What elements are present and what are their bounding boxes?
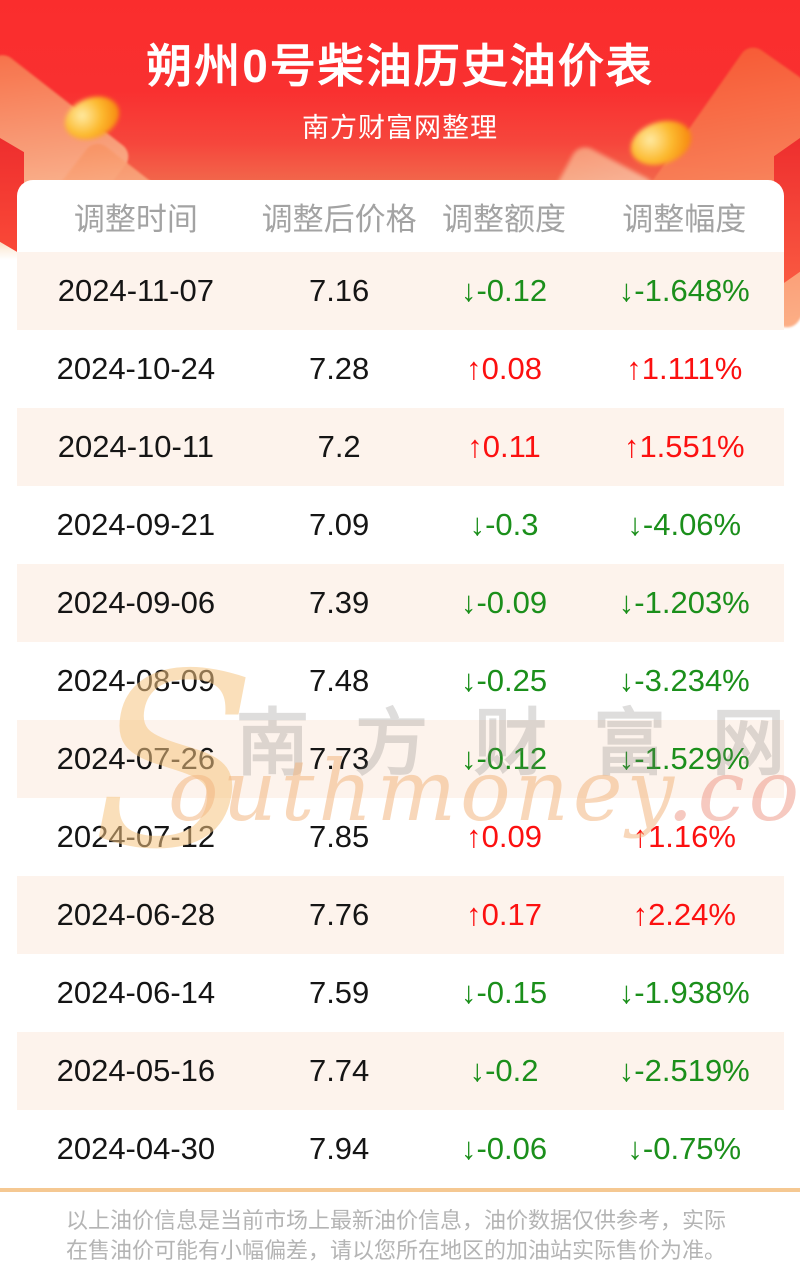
price-cell: 7.59 <box>308 975 370 1010</box>
percent-cell: ↑1.111% <box>626 351 743 386</box>
price-cell: 7.2 <box>317 429 361 464</box>
page-title: 朔州0号柴油历史油价表 <box>146 40 654 92</box>
change-cell: ↓-0.3 <box>469 507 539 542</box>
table-row: 2024-10-11 7.2 ↑0.11 ↑1.551% <box>17 408 784 486</box>
table-header-row: 调整时间 调整后价格 调整额度 调整幅度 <box>17 180 784 252</box>
percent-cell: ↓-1.648% <box>618 273 750 308</box>
date-cell: 2024-07-12 <box>56 819 216 854</box>
change-cell: ↓-0.2 <box>469 1053 539 1088</box>
price-table-card: 调整时间 调整后价格 调整额度 调整幅度 2024-11-07 7.16 ↓-0… <box>17 180 784 1188</box>
table-row: 2024-11-07 7.16 ↓-0.12 ↓-1.648% <box>17 252 784 330</box>
change-cell: ↑0.17 <box>466 897 542 932</box>
change-cell: ↑0.09 <box>466 819 542 854</box>
percent-cell: ↓-1.529% <box>618 741 750 776</box>
table-row: 2024-08-09 7.48 ↓-0.25 ↓-3.234% <box>17 642 784 720</box>
column-header-date: 调整时间 <box>73 201 198 237</box>
column-header-change: 调整额度 <box>442 201 567 237</box>
percent-cell: ↓-4.06% <box>627 507 742 542</box>
price-cell: 7.39 <box>308 585 370 620</box>
table-row: 2024-07-26 7.73 ↓-0.12 ↓-1.529% <box>17 720 784 798</box>
percent-cell: ↓-0.75% <box>627 1131 742 1166</box>
table-row: 2024-09-06 7.39 ↓-0.09 ↓-1.203% <box>17 564 784 642</box>
disclaimer-line-2: 在售油价可能有小幅偏差，请以您所在地区的加油站实际售价为准。 <box>66 1238 727 1263</box>
date-cell: 2024-06-14 <box>56 975 216 1010</box>
date-cell: 2024-07-26 <box>56 741 216 776</box>
price-cell: 7.94 <box>308 1131 370 1166</box>
date-cell: 2024-08-09 <box>56 663 216 698</box>
table-row: 2024-06-28 7.76 ↑0.17 ↑2.24% <box>17 876 784 954</box>
price-cell: 7.74 <box>308 1053 370 1088</box>
date-cell: 2024-06-28 <box>56 897 216 932</box>
percent-cell: ↓-2.519% <box>618 1053 750 1088</box>
footer-divider <box>0 1188 800 1192</box>
date-cell: 2024-09-06 <box>56 585 216 620</box>
change-cell: ↑0.08 <box>466 351 542 386</box>
price-cell: 7.73 <box>308 741 370 776</box>
change-cell: ↑0.11 <box>467 429 541 464</box>
change-cell: ↓-0.15 <box>460 975 548 1010</box>
table-body: 2024-11-07 7.16 ↓-0.12 ↓-1.648% 2024-10-… <box>17 252 784 1188</box>
table-row: 2024-09-21 7.09 ↓-0.3 ↓-4.06% <box>17 486 784 564</box>
price-cell: 7.76 <box>308 897 370 932</box>
date-cell: 2024-11-07 <box>57 273 215 308</box>
percent-cell: ↓-3.234% <box>618 663 750 698</box>
date-cell: 2024-05-16 <box>56 1053 216 1088</box>
date-cell: 2024-10-24 <box>56 351 216 386</box>
change-cell: ↓-0.25 <box>460 663 548 698</box>
column-header-percent: 调整幅度 <box>622 201 747 237</box>
table-row: 2024-04-30 7.94 ↓-0.06 ↓-0.75% <box>17 1110 784 1188</box>
date-cell: 2024-09-21 <box>56 507 216 542</box>
date-cell: 2024-04-30 <box>56 1131 216 1166</box>
disclaimer: 以上油价信息是当前市场上最新油价信息，油价数据仅供参考，实际 在售油价可能有小幅… <box>0 1206 800 1266</box>
column-header-price: 调整后价格 <box>261 201 417 237</box>
table-row: 2024-07-12 7.85 ↑0.09 ↑1.16% <box>17 798 784 876</box>
table-row: 2024-10-24 7.28 ↑0.08 ↑1.111% <box>17 330 784 408</box>
percent-cell: ↓-1.203% <box>618 585 750 620</box>
disclaimer-line-1: 以上油价信息是当前市场上最新油价信息，油价数据仅供参考，实际 <box>66 1208 727 1233</box>
change-cell: ↓-0.12 <box>460 273 548 308</box>
percent-cell: ↑1.16% <box>632 819 736 854</box>
percent-cell: ↓-1.938% <box>618 975 750 1010</box>
page-subtitle: 南方财富网整理 <box>302 113 498 143</box>
price-cell: 7.09 <box>308 507 370 542</box>
percent-cell: ↑2.24% <box>632 897 736 932</box>
table-row: 2024-05-16 7.74 ↓-0.2 ↓-2.519% <box>17 1032 784 1110</box>
change-cell: ↓-0.12 <box>460 741 548 776</box>
price-cell: 7.85 <box>308 819 370 854</box>
price-cell: 7.48 <box>308 663 370 698</box>
table-row: 2024-06-14 7.59 ↓-0.15 ↓-1.938% <box>17 954 784 1032</box>
price-cell: 7.28 <box>308 351 370 386</box>
change-cell: ↓-0.09 <box>460 585 548 620</box>
change-cell: ↓-0.06 <box>460 1131 548 1166</box>
percent-cell: ↑1.551% <box>623 429 745 464</box>
price-cell: 7.16 <box>308 273 370 308</box>
date-cell: 2024-10-11 <box>57 429 215 464</box>
